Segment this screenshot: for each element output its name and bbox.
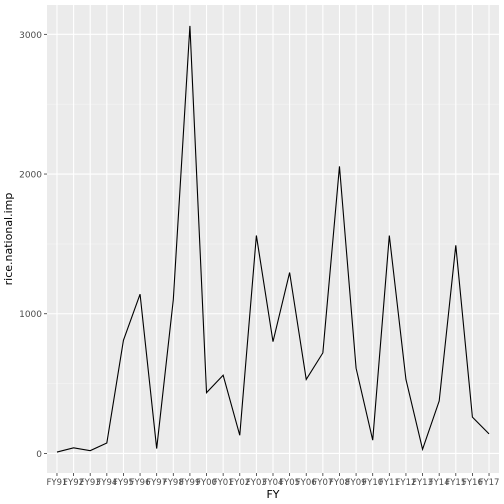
- series-line: [56, 25, 490, 453]
- x-tick-label: FY00: [196, 478, 217, 488]
- x-tick-label: FY94: [96, 478, 117, 488]
- x-tick-label: FY04: [263, 478, 284, 488]
- axis-ticks: [44, 33, 490, 476]
- x-tick-label: FY95: [113, 478, 134, 488]
- x-tick-label: FY08: [329, 478, 350, 488]
- x-tick-label: FY99: [179, 478, 200, 488]
- x-tick-label: FY01: [213, 478, 234, 488]
- x-tick-label: FY92: [63, 478, 84, 488]
- x-tick-label: FY97: [146, 478, 167, 488]
- y-tick-label: 3000: [19, 31, 42, 41]
- x-tick-label: FY05: [279, 478, 300, 488]
- x-tick-label: FY17: [479, 478, 500, 488]
- x-tick-label: FY14: [429, 478, 450, 488]
- x-tick-label: FY10: [362, 478, 383, 488]
- x-axis-title: FY: [266, 488, 279, 501]
- y-tick-label: 0: [36, 450, 42, 460]
- x-tick-label: FY03: [246, 478, 267, 488]
- x-tick-label: FY12: [395, 478, 416, 488]
- x-tick-label: FY91: [47, 478, 68, 488]
- x-tick-label: FY93: [80, 478, 101, 488]
- x-tick-label: FY15: [445, 478, 466, 488]
- y-axis-title: rice.national.imp: [2, 193, 15, 286]
- x-tick-labels: FY91FY92FY93FY94FY95FY96FY97FY98FY99FY00…: [47, 478, 500, 488]
- x-tick-label: FY07: [312, 478, 333, 488]
- x-tick-label: FY02: [229, 478, 250, 488]
- x-tick-label: FY09: [346, 478, 367, 488]
- x-tick-label: FY96: [130, 478, 151, 488]
- x-tick-label: FY06: [296, 478, 317, 488]
- x-tick-label: FY16: [462, 478, 483, 488]
- x-tick-label: FY98: [163, 478, 184, 488]
- y-tick-label: 2000: [19, 171, 42, 181]
- x-tick-label: FY13: [412, 478, 433, 488]
- y-tick-label: 1000: [19, 310, 42, 320]
- y-tick-labels: 0 1000 2000 3000: [19, 31, 42, 460]
- x-tick-label: FY11: [379, 478, 400, 488]
